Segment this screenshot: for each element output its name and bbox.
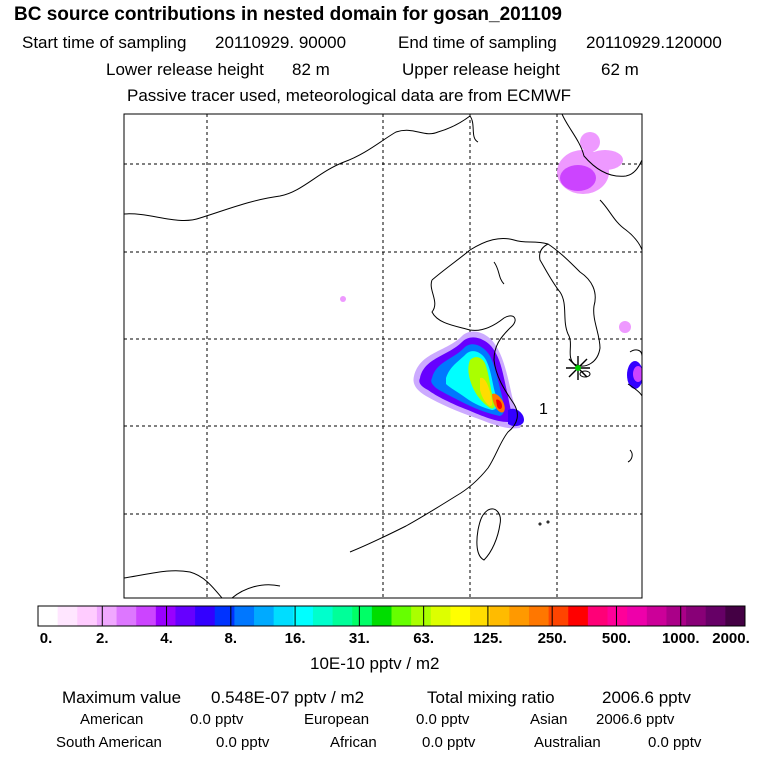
map-area [124,114,642,598]
max-value-label: Maximum value [62,688,182,707]
colorbar-unit: 10E-10 pptv / m2 [310,654,440,673]
region-name: Asian [530,711,568,728]
start-time-value: 20110929. 90000 [215,33,347,52]
asterisk-star-icon [566,356,590,380]
colorbar-swatch [214,606,235,626]
colorbar-swatch [332,606,353,626]
colorbar-swatch [77,606,98,626]
colorbar-tick-label: 125. [473,630,503,647]
colorbar-tick-label: 0. [39,630,53,647]
main-plume [340,296,642,429]
colorbar-swatch [391,606,412,626]
colorbar-swatch [38,606,59,626]
colorbar-swatch [136,606,157,626]
colorbar-tick-label: 2000. [712,630,750,647]
colorbar-swatch [312,606,334,626]
colorbar-swatch [705,606,726,626]
upper-height-value: 62 m [601,60,639,79]
colorbar-swatch [273,606,294,626]
colorbar-swatch [116,606,137,626]
colorbar-swatch [509,606,530,626]
total-mixing-value: 2006.6 pptv [602,688,691,707]
region-name: American [80,711,144,728]
colorbar-swatch [352,606,373,626]
colorbar-tick-label: 4. [160,630,173,647]
region-name: South American [56,734,162,751]
colorbar-tick-label: 16. [284,630,306,647]
region-value: 2006.6 pptv [596,711,675,728]
colorbar-swatch [293,606,314,626]
colorbar-swatch [489,606,510,626]
region-name: European [304,711,370,728]
colorbar-swatch [627,606,648,626]
colorbar-swatch [371,606,392,626]
region-name: Australian [534,734,601,751]
end-time-value: 20110929.120000 [586,33,722,52]
colorbar-swatch [450,606,471,626]
total-mixing-label: Total mixing ratio [427,688,555,707]
lower-height-label: Lower release height [106,60,264,79]
end-time-label: End time of sampling [398,33,557,52]
region-value: 0.0 pptv [422,734,476,751]
colorbar-swatch [470,606,491,626]
colorbar-tick-label: 250. [537,630,567,647]
lower-height-value: 82 m [292,60,330,79]
max-value: 0.548E-07 pptv / m2 [211,688,365,707]
colorbar-swatch [96,606,118,626]
region-name: African [330,734,377,751]
colorbar-tick-label: 8. [224,630,238,647]
colorbar-swatch [528,606,550,626]
colorbar-tick-label: 31. [348,630,370,647]
colorbar-swatch [607,606,628,626]
colorbar-tick-label: 2. [96,630,109,647]
colorbar-swatch [175,606,196,626]
lat-lon-grid [124,114,642,598]
northeast-plume [557,132,631,333]
figure-title: BC source contributions in nested domain… [14,4,562,25]
colorbar-swatch [57,606,78,626]
upper-height-label: Upper release height [402,60,560,79]
colorbar-swatch [411,606,432,626]
region-value: 0.0 pptv [648,734,702,751]
colorbar-swatch [430,606,451,626]
colorbar-frame [37,605,746,627]
colorbar-swatch [254,606,275,626]
colorbar-swatch [195,606,216,626]
colorbar-swatch [568,606,589,626]
colorbar-swatch [725,606,746,626]
region-value: 0.0 pptv [216,734,270,751]
colorbar-swatch [234,606,255,626]
colorbar-swatch [587,606,609,626]
colorbar-tick-label: 1000. [661,630,700,647]
colorbar-tick-label: 500. [601,630,632,647]
marker-label: 1 [539,401,548,418]
colorbar-swatch [646,606,667,626]
colorbar [37,606,746,626]
colorbar-swatch [686,606,707,626]
colorbar-swatch [155,606,176,626]
colorbar-tick-label: 63. [413,630,435,647]
map-frame [123,113,643,599]
tracer-note: Passive tracer used, meteorological data… [127,86,572,105]
colorbar-swatch [666,606,687,626]
start-time-label: Start time of sampling [22,33,187,52]
region-value: 0.0 pptv [190,711,244,728]
region-value: 0.0 pptv [416,711,470,728]
colorbar-swatch [548,606,569,626]
